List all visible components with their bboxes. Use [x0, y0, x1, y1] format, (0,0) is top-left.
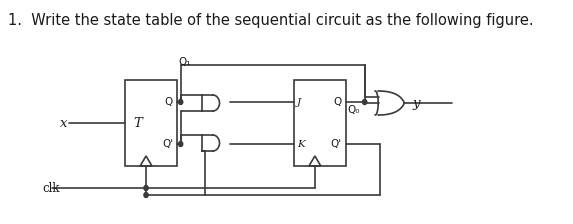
Bar [294, 80, 346, 166]
Circle shape [179, 142, 183, 146]
Text: Q': Q' [331, 139, 342, 149]
Text: K: K [297, 140, 305, 149]
Text: J: J [297, 97, 301, 106]
Text: T: T [134, 116, 142, 129]
Text: Q₁: Q₁ [178, 57, 191, 67]
Text: Q₀: Q₀ [348, 105, 360, 115]
Text: x: x [60, 116, 68, 129]
Text: Q: Q [165, 97, 173, 107]
Text: Q': Q' [162, 139, 173, 149]
Circle shape [144, 185, 148, 190]
Circle shape [363, 99, 367, 105]
Circle shape [179, 99, 183, 105]
Text: Q: Q [333, 97, 342, 107]
Text: clk: clk [42, 181, 60, 194]
Bar [125, 80, 177, 166]
Text: y: y [413, 97, 420, 110]
Text: 1.  Write the state table of the sequential circuit as the following figure.: 1. Write the state table of the sequenti… [9, 13, 534, 28]
Circle shape [144, 192, 148, 198]
